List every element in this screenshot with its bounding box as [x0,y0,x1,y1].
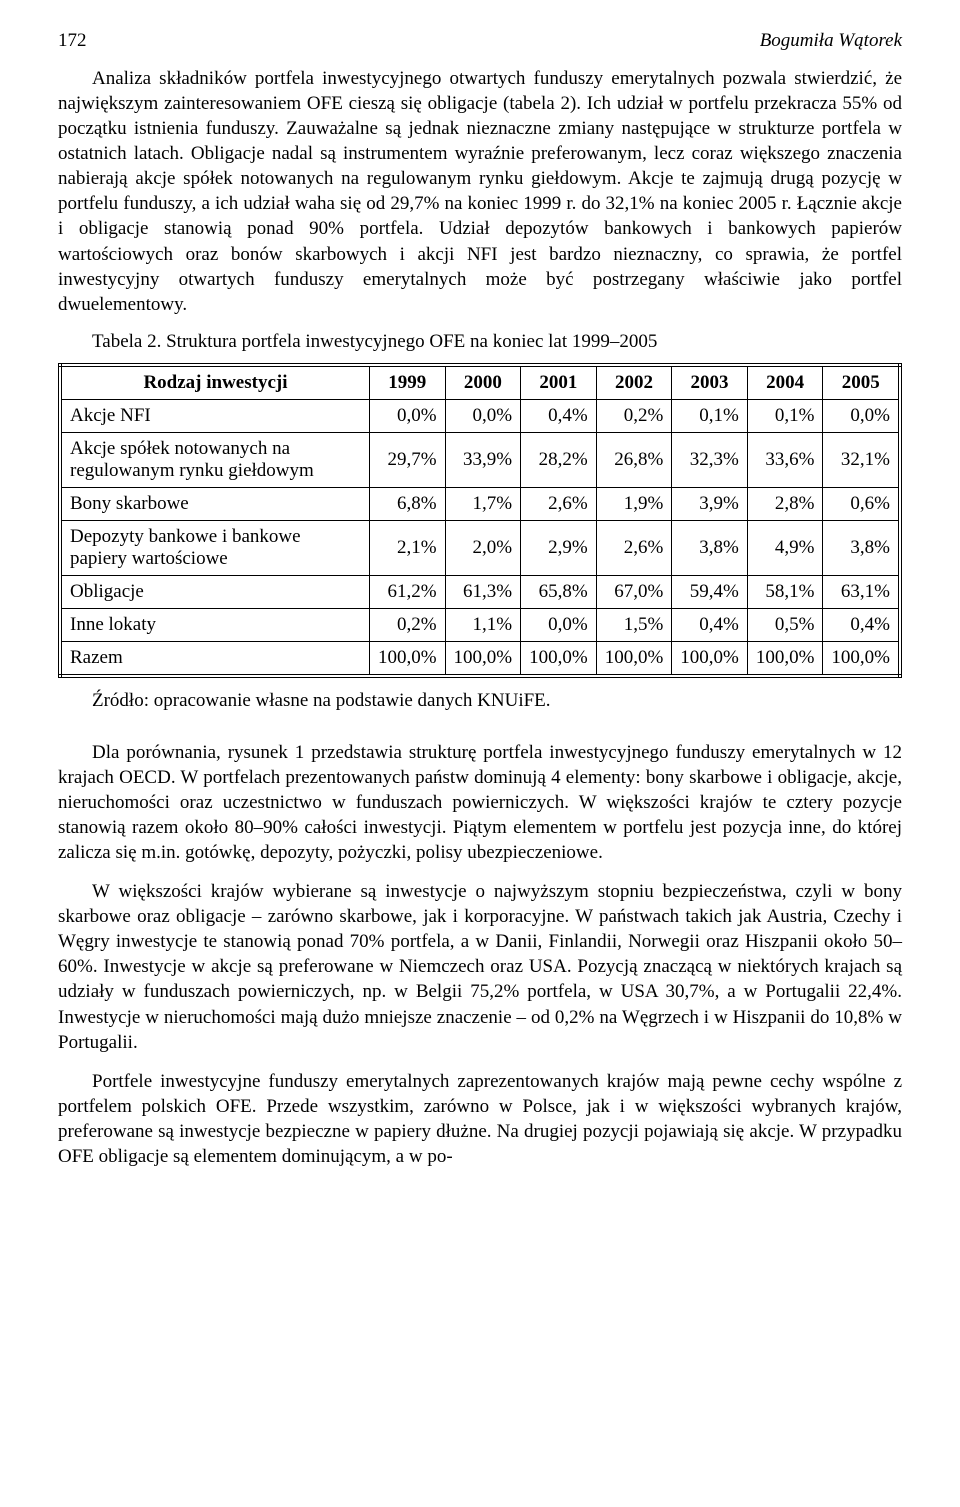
cell: 6,8% [369,487,445,520]
cell: 63,1% [823,575,900,608]
cell: 0,4% [823,608,900,641]
cell: 1,7% [445,487,521,520]
cell: 100,0% [596,641,672,676]
page-number: 172 [58,30,87,52]
data-table: Rodzaj inwestycji 1999 2000 2001 2002 20… [58,363,902,678]
paragraph-2: Dla porównania, rysunek 1 przedstawia st… [58,740,902,865]
cell: 2,9% [521,520,597,575]
cell: 0,5% [747,608,823,641]
cell: 0,0% [445,399,521,432]
cell: 28,2% [521,432,597,487]
cell: 58,1% [747,575,823,608]
cell: 0,2% [596,399,672,432]
cell: 0,0% [823,399,900,432]
cell: 100,0% [369,641,445,676]
cell: 0,0% [521,608,597,641]
cell: 1,1% [445,608,521,641]
cell: 1,9% [596,487,672,520]
cell: 0,6% [823,487,900,520]
cell: 2,6% [596,520,672,575]
cell: 59,4% [672,575,748,608]
cell: 100,0% [521,641,597,676]
page: 172 Bogumiła Wątorek Analiza składników … [0,0,960,1223]
cell: 0,0% [369,399,445,432]
table-row: Akcje spółek notowanych na regulowanym r… [60,432,900,487]
col-header-year: 2002 [596,365,672,400]
table-header-row: Rodzaj inwestycji 1999 2000 2001 2002 20… [60,365,900,400]
cell: 2,8% [747,487,823,520]
cell: 2,0% [445,520,521,575]
row-label: Inne lokaty [60,608,369,641]
cell: 1,5% [596,608,672,641]
col-header-year: 2004 [747,365,823,400]
cell: 0,1% [672,399,748,432]
cell: 3,8% [672,520,748,575]
cell: 32,1% [823,432,900,487]
row-label: Akcje spółek notowanych na regulowanym r… [60,432,369,487]
cell: 100,0% [823,641,900,676]
col-header-year: 1999 [369,365,445,400]
table-row: Bony skarbowe 6,8% 1,7% 2,6% 1,9% 3,9% 2… [60,487,900,520]
cell: 61,3% [445,575,521,608]
cell: 33,9% [445,432,521,487]
cell: 0,4% [521,399,597,432]
row-label: Akcje NFI [60,399,369,432]
row-label: Razem [60,641,369,676]
cell: 26,8% [596,432,672,487]
cell: 29,7% [369,432,445,487]
paragraph-4: Portfele inwestycyjne funduszy emerytaln… [58,1069,902,1169]
col-header-year: 2005 [823,365,900,400]
running-author: Bogumiła Wątorek [760,30,902,52]
table-head: Rodzaj inwestycji 1999 2000 2001 2002 20… [60,365,900,400]
table-caption: Tabela 2. Struktura portfela inwestycyjn… [92,331,902,353]
cell: 33,6% [747,432,823,487]
col-header-year: 2000 [445,365,521,400]
cell: 0,1% [747,399,823,432]
cell: 3,9% [672,487,748,520]
col-header-year: 2001 [521,365,597,400]
table-row: Inne lokaty 0,2% 1,1% 0,0% 1,5% 0,4% 0,5… [60,608,900,641]
cell: 67,0% [596,575,672,608]
cell: 100,0% [747,641,823,676]
col-header-year: 2003 [672,365,748,400]
table-row: Obligacje 61,2% 61,3% 65,8% 67,0% 59,4% … [60,575,900,608]
cell: 100,0% [445,641,521,676]
table-body: Akcje NFI 0,0% 0,0% 0,4% 0,2% 0,1% 0,1% … [60,399,900,676]
cell: 0,2% [369,608,445,641]
table-source: Źródło: opracowanie własne na podstawie … [92,690,902,712]
cell: 2,6% [521,487,597,520]
paragraph-1: Analiza składników portfela inwestycyjne… [58,66,902,317]
paragraph-3: W większości krajów wybierane są inwesty… [58,879,902,1055]
cell: 61,2% [369,575,445,608]
cell: 100,0% [672,641,748,676]
cell: 2,1% [369,520,445,575]
table-row: Depozyty bankowe i bankowe papiery warto… [60,520,900,575]
cell: 4,9% [747,520,823,575]
row-label: Bony skarbowe [60,487,369,520]
running-header: 172 Bogumiła Wątorek [58,30,902,52]
row-label: Depozyty bankowe i bankowe papiery warto… [60,520,369,575]
table-row: Akcje NFI 0,0% 0,0% 0,4% 0,2% 0,1% 0,1% … [60,399,900,432]
col-header-label: Rodzaj inwestycji [60,365,369,400]
table-row: Razem 100,0% 100,0% 100,0% 100,0% 100,0%… [60,641,900,676]
cell: 3,8% [823,520,900,575]
cell: 32,3% [672,432,748,487]
cell: 0,4% [672,608,748,641]
cell: 65,8% [521,575,597,608]
row-label: Obligacje [60,575,369,608]
